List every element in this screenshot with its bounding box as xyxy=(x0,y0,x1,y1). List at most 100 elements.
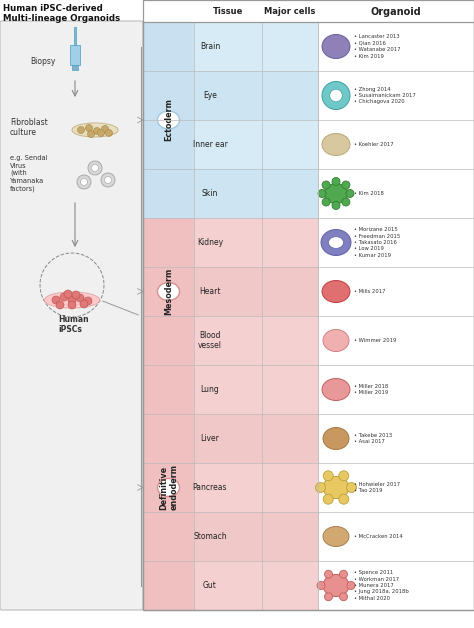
Bar xyxy=(194,414,318,463)
Ellipse shape xyxy=(45,292,100,308)
Ellipse shape xyxy=(323,477,349,499)
Circle shape xyxy=(106,129,112,136)
Circle shape xyxy=(52,296,60,304)
Circle shape xyxy=(60,293,68,301)
Ellipse shape xyxy=(157,111,180,129)
Circle shape xyxy=(323,471,333,481)
Text: • Miller 2018
• Miller 2019: • Miller 2018 • Miller 2019 xyxy=(354,384,388,395)
Bar xyxy=(194,218,318,267)
Text: Human iPSC-derived: Human iPSC-derived xyxy=(3,4,103,13)
Bar xyxy=(318,169,474,218)
Ellipse shape xyxy=(323,330,349,352)
Bar xyxy=(194,169,318,218)
Circle shape xyxy=(101,126,109,133)
Circle shape xyxy=(72,291,80,299)
Circle shape xyxy=(80,300,88,308)
Bar xyxy=(143,218,194,365)
Circle shape xyxy=(68,301,76,309)
Bar xyxy=(143,365,194,610)
Bar xyxy=(318,316,474,365)
Circle shape xyxy=(88,161,102,175)
Bar xyxy=(318,561,474,610)
Text: • Koehler 2017: • Koehler 2017 xyxy=(354,142,393,147)
Text: Lung: Lung xyxy=(201,385,219,394)
Ellipse shape xyxy=(322,82,350,109)
FancyBboxPatch shape xyxy=(0,21,143,610)
Bar xyxy=(194,120,318,169)
Ellipse shape xyxy=(322,379,350,401)
Bar xyxy=(143,0,474,610)
Circle shape xyxy=(323,494,333,504)
Bar xyxy=(318,218,474,267)
Ellipse shape xyxy=(157,283,180,301)
Ellipse shape xyxy=(322,281,350,303)
Circle shape xyxy=(76,294,84,302)
Text: • Wimmer 2019: • Wimmer 2019 xyxy=(354,338,396,343)
Text: Ectoderm: Ectoderm xyxy=(164,99,173,141)
Circle shape xyxy=(68,296,76,304)
Bar xyxy=(194,365,318,414)
Circle shape xyxy=(56,301,64,309)
Ellipse shape xyxy=(324,183,348,203)
Text: Pancreas: Pancreas xyxy=(193,483,227,492)
Bar xyxy=(143,22,474,610)
Circle shape xyxy=(325,593,332,601)
Circle shape xyxy=(342,181,350,189)
Bar xyxy=(194,463,318,512)
Ellipse shape xyxy=(323,575,349,597)
Text: Fibroblast
culture: Fibroblast culture xyxy=(10,118,48,138)
Text: • Zhong 2014
• Susaimanickam 2017
• Chichagova 2020: • Zhong 2014 • Susaimanickam 2017 • Chic… xyxy=(354,87,416,104)
Bar xyxy=(194,71,318,120)
Circle shape xyxy=(339,471,349,481)
Text: • Lancaster 2013
• Qian 2016
• Watanabe 2017
• Kim 2019: • Lancaster 2013 • Qian 2016 • Watanabe … xyxy=(354,35,401,58)
Ellipse shape xyxy=(322,134,350,156)
Text: • Mills 2017: • Mills 2017 xyxy=(354,289,385,294)
Text: Tissue: Tissue xyxy=(213,8,243,16)
Text: Multi-lineage Organoids: Multi-lineage Organoids xyxy=(3,14,120,23)
Circle shape xyxy=(346,482,356,492)
Circle shape xyxy=(317,582,325,590)
Circle shape xyxy=(77,175,91,189)
Circle shape xyxy=(322,181,330,189)
Circle shape xyxy=(318,190,326,197)
Text: Definitive
endoderm: Definitive endoderm xyxy=(159,465,178,511)
Text: e.g. Sendai
Virus
(with
Yamanaka
factors): e.g. Sendai Virus (with Yamanaka factors… xyxy=(10,155,47,192)
Circle shape xyxy=(104,176,111,183)
Circle shape xyxy=(64,290,72,298)
Circle shape xyxy=(322,198,330,206)
Ellipse shape xyxy=(72,123,118,137)
Text: Stomach: Stomach xyxy=(193,532,227,541)
Circle shape xyxy=(346,190,354,197)
Ellipse shape xyxy=(157,479,180,497)
Circle shape xyxy=(85,124,92,131)
Circle shape xyxy=(88,131,94,138)
Ellipse shape xyxy=(328,237,344,248)
Text: Heart: Heart xyxy=(199,287,221,296)
Bar xyxy=(318,414,474,463)
Text: • Spence 2011
• Workman 2017
• Munera 2017
• Jung 2018a, 2018b
• Mithal 2020: • Spence 2011 • Workman 2017 • Munera 20… xyxy=(354,570,409,601)
Text: • Kim 2018: • Kim 2018 xyxy=(354,191,384,196)
Bar xyxy=(72,65,78,70)
Circle shape xyxy=(91,165,99,171)
Circle shape xyxy=(339,570,347,578)
Bar xyxy=(318,463,474,512)
Text: Gut: Gut xyxy=(203,581,217,590)
Bar xyxy=(318,512,474,561)
Circle shape xyxy=(339,593,347,601)
Circle shape xyxy=(84,297,92,305)
Text: Kidney: Kidney xyxy=(197,238,223,247)
Circle shape xyxy=(330,89,342,102)
Bar xyxy=(194,22,318,71)
Bar xyxy=(194,512,318,561)
Ellipse shape xyxy=(73,124,117,136)
Text: Mesoderm: Mesoderm xyxy=(164,268,173,315)
Ellipse shape xyxy=(46,293,99,306)
Circle shape xyxy=(78,126,84,134)
Text: Blood
vessel: Blood vessel xyxy=(198,331,222,350)
Bar xyxy=(70,45,80,65)
Bar xyxy=(194,267,318,316)
Text: Brain: Brain xyxy=(200,42,220,51)
Ellipse shape xyxy=(321,229,351,256)
Bar xyxy=(143,22,194,218)
Text: Human
iPSCs: Human iPSCs xyxy=(58,315,89,334)
